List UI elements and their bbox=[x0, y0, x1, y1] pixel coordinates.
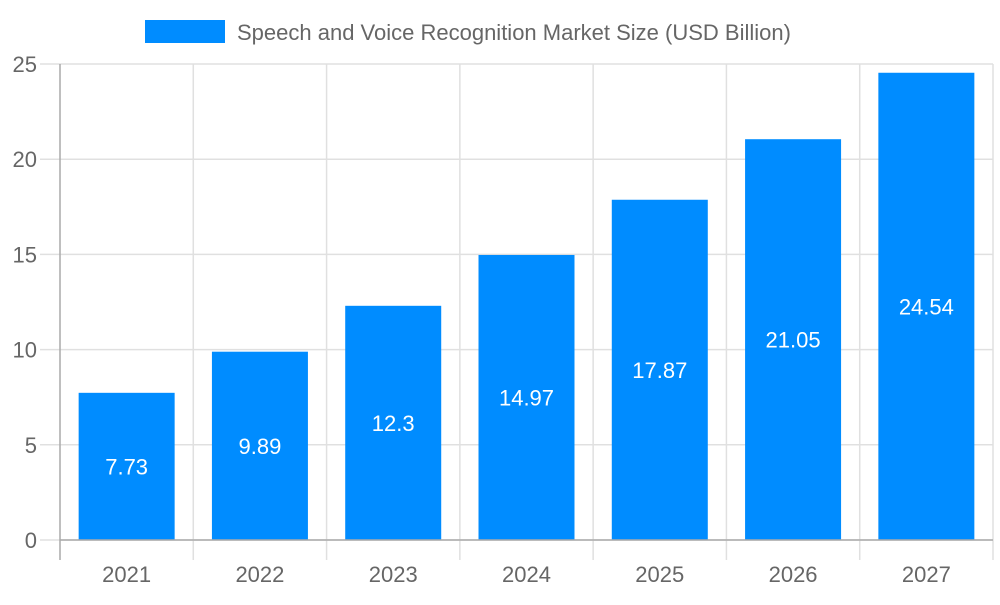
x-tick-label: 2027 bbox=[902, 562, 951, 587]
bar-2024[interactable] bbox=[478, 254, 575, 541]
y-tick-label: 0 bbox=[25, 528, 37, 553]
x-tick-label: 2023 bbox=[369, 562, 418, 587]
legend[interactable]: Speech and Voice Recognition Market Size… bbox=[145, 20, 791, 45]
data-label: 17.87 bbox=[632, 358, 687, 383]
y-tick-label: 25 bbox=[13, 52, 37, 77]
x-tick-label: 2022 bbox=[235, 562, 284, 587]
legend-swatch bbox=[145, 20, 225, 43]
bar-2027[interactable] bbox=[878, 72, 975, 541]
legend-label: Speech and Voice Recognition Market Size… bbox=[237, 20, 791, 45]
bar-2023[interactable] bbox=[345, 305, 442, 540]
bar-2022[interactable] bbox=[211, 351, 308, 540]
y-tick-label: 5 bbox=[25, 433, 37, 458]
data-label: 9.89 bbox=[239, 434, 282, 459]
y-tick-label: 15 bbox=[13, 242, 37, 267]
y-tick-label: 10 bbox=[13, 338, 37, 363]
data-label: 24.54 bbox=[899, 294, 954, 319]
x-tick-label: 2026 bbox=[769, 562, 818, 587]
x-tick-label: 2024 bbox=[502, 562, 551, 587]
x-tick-label: 2025 bbox=[635, 562, 684, 587]
bar-2021[interactable] bbox=[78, 392, 175, 540]
bars: 7.73 9.89 12.3 14.97 17.87 21.05 24.54 bbox=[78, 72, 975, 541]
data-label: 14.97 bbox=[499, 385, 554, 410]
y-tick-label: 20 bbox=[13, 147, 37, 172]
data-label: 7.73 bbox=[105, 454, 148, 479]
bar-2026[interactable] bbox=[745, 139, 842, 540]
grid bbox=[40, 63, 994, 560]
bar-2025[interactable] bbox=[611, 199, 708, 541]
data-label: 21.05 bbox=[766, 328, 821, 353]
x-tick-label: 2021 bbox=[102, 562, 151, 587]
data-label: 12.3 bbox=[372, 411, 415, 436]
